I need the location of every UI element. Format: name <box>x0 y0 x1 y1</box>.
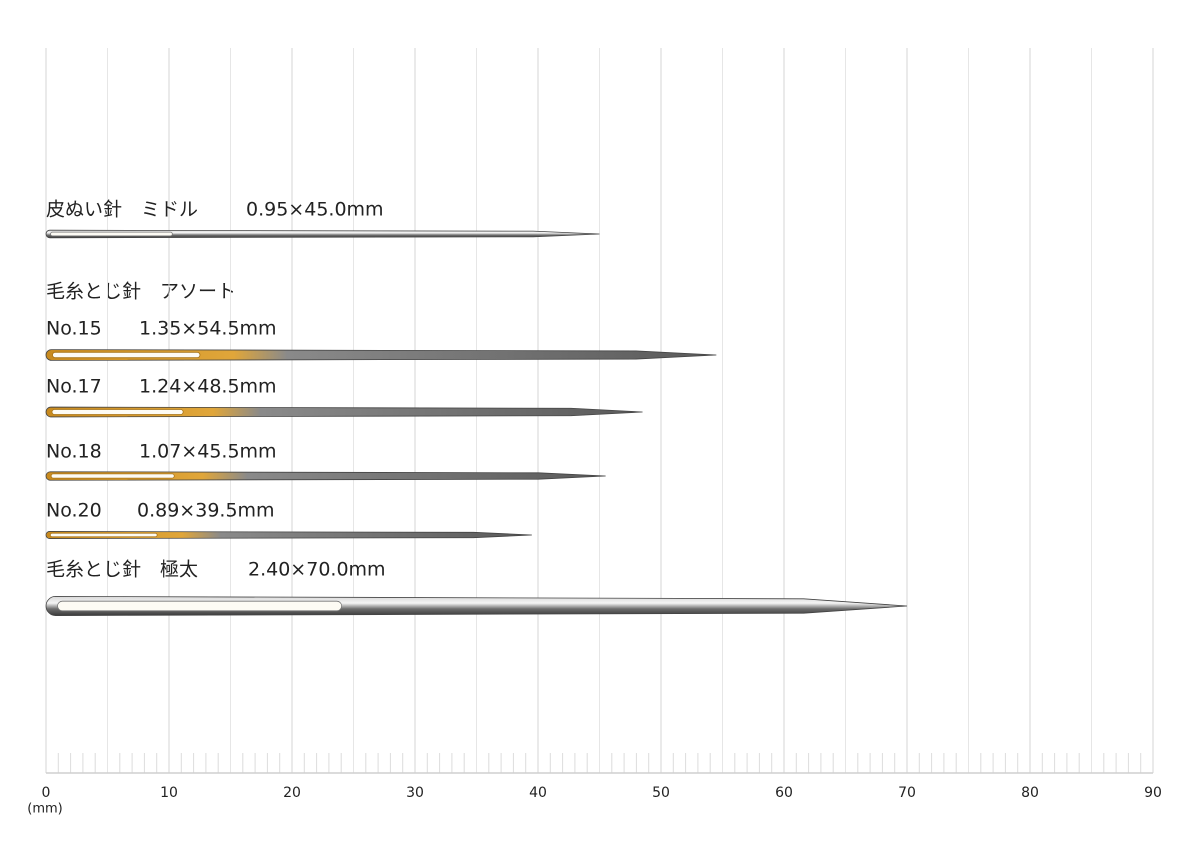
needle <box>45 531 532 539</box>
x-tick-label: 10 <box>160 785 178 801</box>
needle-size-label: 1.24×48.5mm <box>139 376 277 398</box>
needle <box>45 406 643 418</box>
x-tick-label: 60 <box>775 785 793 801</box>
needle-eye <box>51 409 184 415</box>
x-tick-label: 0 <box>42 785 51 801</box>
needle <box>45 229 600 239</box>
needle <box>45 471 606 481</box>
needle-size-label: 2.40×70.0mm <box>248 559 386 581</box>
needle <box>45 349 717 361</box>
group-label: 毛糸とじ針 アソート <box>46 281 236 303</box>
needle-eye <box>50 231 173 237</box>
needle-eye <box>50 473 175 479</box>
needle-eye <box>49 532 158 538</box>
x-tick-label: 70 <box>898 785 916 801</box>
needle-name: No.18 <box>46 441 102 463</box>
x-tick-label: 20 <box>283 785 301 801</box>
needle-name: 毛糸とじ針 極太 <box>46 559 198 581</box>
x-tick-label: 30 <box>406 785 424 801</box>
needle-name: No.17 <box>46 376 102 398</box>
needle-eye <box>52 351 201 359</box>
needle-name: No.15 <box>46 318 102 340</box>
needle-eye <box>57 600 343 612</box>
x-axis-label: (mm) <box>27 802 62 817</box>
needle-size-label: 1.35×54.5mm <box>139 318 277 340</box>
needle-name: No.20 <box>46 500 102 522</box>
needle-size-label: 1.07×45.5mm <box>139 441 277 463</box>
needle-size-label: 0.95×45.0mm <box>246 199 384 221</box>
x-tick-label: 40 <box>529 785 547 801</box>
needle-name: 皮ぬい針 ミドル <box>46 199 198 221</box>
needle-size-label: 0.89×39.5mm <box>137 500 275 522</box>
x-tick-label: 80 <box>1021 785 1039 801</box>
x-tick-label: 90 <box>1144 785 1162 801</box>
x-tick-label: 50 <box>652 785 670 801</box>
